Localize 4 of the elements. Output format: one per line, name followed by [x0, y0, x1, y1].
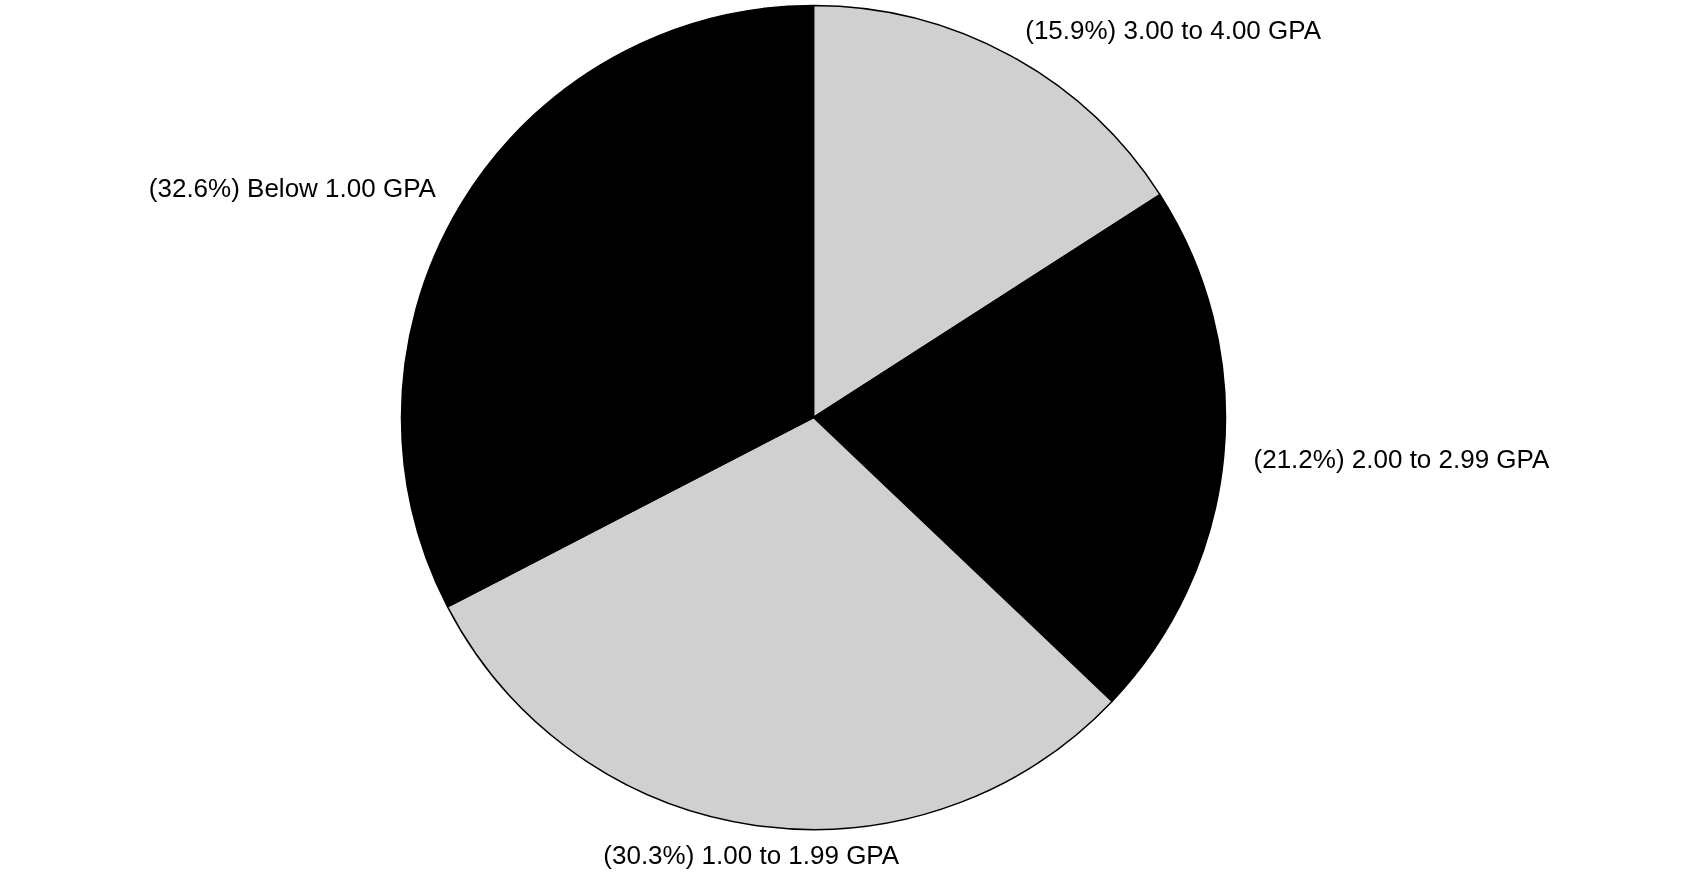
slice-label: (21.2%) 2.00 to 2.99 GPA	[1253, 444, 1550, 475]
slice-label: (15.9%) 3.00 to 4.00 GPA	[1025, 14, 1322, 45]
slice-label: (32.6%) Below 1.00 GPA	[148, 172, 437, 203]
slice-label: (30.3%) 1.00 to 1.99 GPA	[603, 840, 900, 871]
